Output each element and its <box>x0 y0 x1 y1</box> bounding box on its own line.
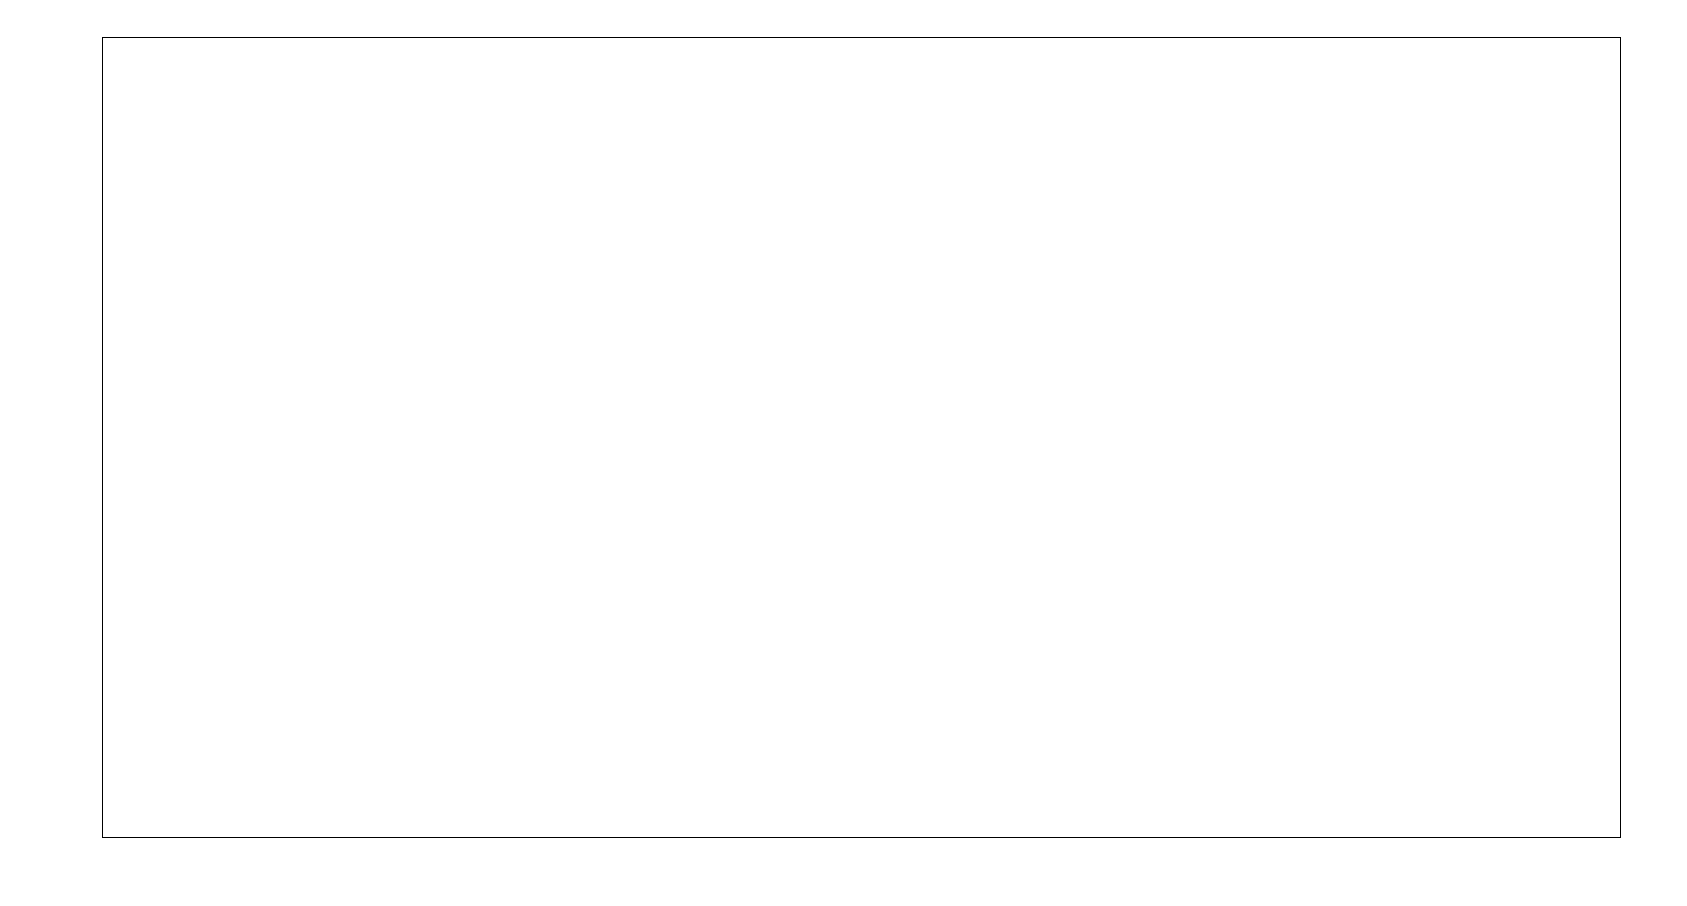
spectrogram-canvas <box>103 38 1620 837</box>
plot-area <box>101 36 1621 838</box>
